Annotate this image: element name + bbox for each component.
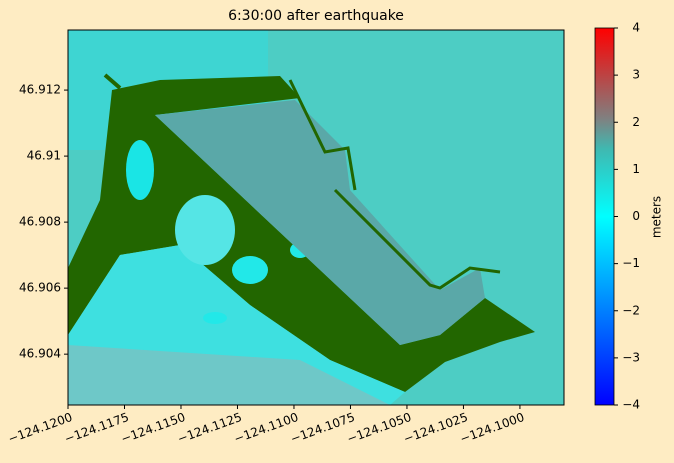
colorbar-tick-label: 2 (632, 115, 640, 129)
colorbar-tick-label: 1 (632, 162, 640, 176)
y-tick-label: 46.91 (27, 149, 61, 163)
x-tick-label: −124.1200 (6, 410, 74, 446)
y-tick-label: 46.906 (19, 281, 61, 295)
colorbar-tick-label: −1 (622, 256, 640, 270)
colorbar-tick-label: 3 (632, 68, 640, 82)
x-tick-label: −124.1025 (402, 410, 470, 446)
x-tick-label: −124.1100 (232, 410, 300, 446)
map-image (68, 30, 564, 405)
colorbar-tick-label: −4 (622, 398, 640, 412)
x-tick-label: −124.1075 (289, 410, 357, 446)
y-tick-label: 46.912 (19, 83, 61, 97)
colorbar (594, 27, 615, 406)
y-tick-label: 46.908 (19, 215, 61, 229)
colorbar-label: meters (650, 196, 664, 238)
x-tick-label: −124.1150 (119, 410, 187, 446)
x-tick-label: −124.1175 (63, 410, 131, 446)
plot-frame (67, 29, 565, 406)
chart-title: 6:30:00 after earthquake (228, 8, 404, 24)
x-tick-label: −124.1050 (345, 410, 413, 446)
colorbar-tick-label: 4 (632, 21, 640, 35)
colorbar-tick-label: −2 (622, 303, 640, 317)
x-tick-label: −124.1000 (458, 410, 526, 446)
colorbar-tick-label: −3 (622, 350, 640, 364)
y-tick-label: 46.904 (19, 347, 61, 361)
colorbar-tick-label: 0 (632, 209, 640, 223)
x-tick-label: −124.1125 (176, 410, 244, 446)
